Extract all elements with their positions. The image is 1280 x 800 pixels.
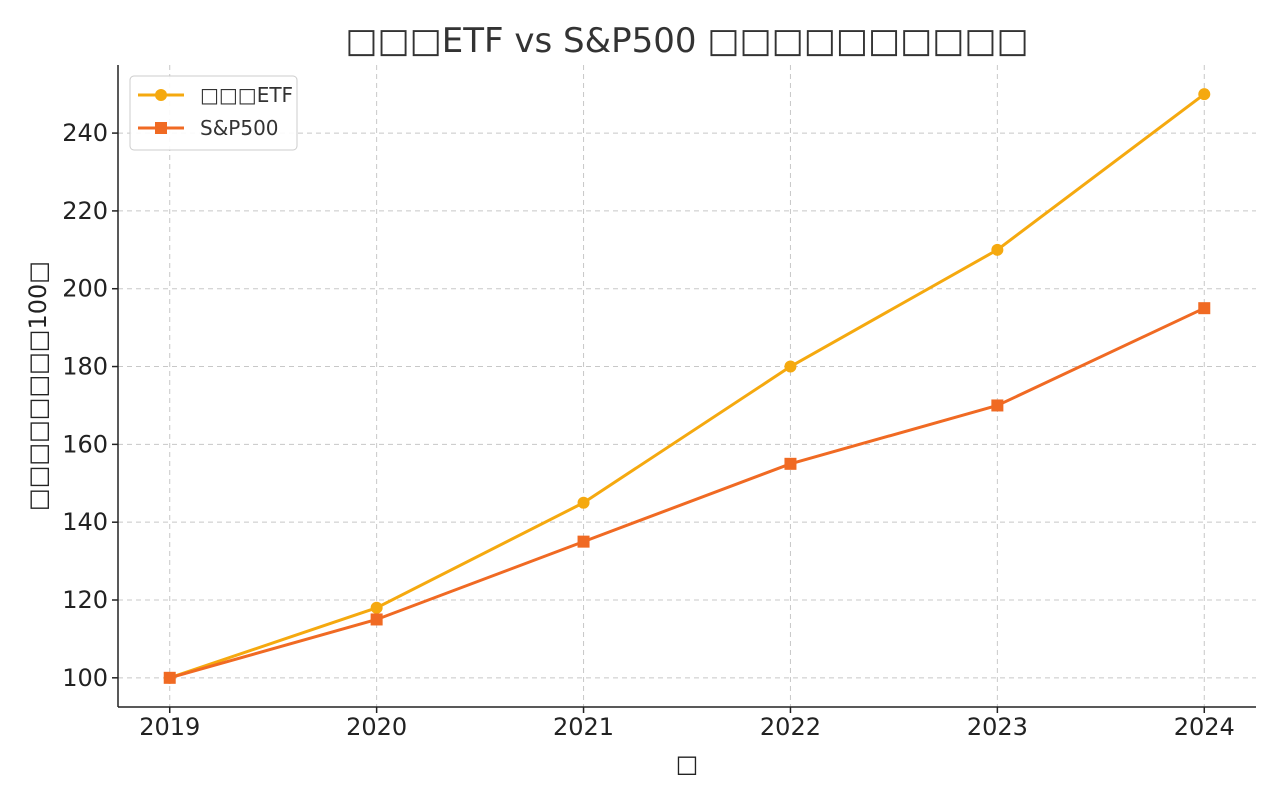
x-tick-label: 2022 bbox=[760, 713, 821, 741]
data-point bbox=[1198, 88, 1211, 101]
series-line-1 bbox=[169, 306, 1205, 680]
series-line-0 bbox=[169, 92, 1206, 680]
y-tick-label: 140 bbox=[62, 508, 108, 536]
y-tick-label: 180 bbox=[62, 353, 108, 381]
y-tick-label: 160 bbox=[62, 430, 108, 458]
x-tick-label: 2019 bbox=[139, 713, 200, 741]
y-tick-label: 120 bbox=[62, 586, 108, 614]
axes bbox=[117, 65, 1256, 708]
series bbox=[163, 88, 1211, 684]
data-point bbox=[370, 601, 383, 614]
y-tick-label: 220 bbox=[62, 197, 108, 225]
data-point bbox=[577, 535, 590, 548]
x-tick-label: 2023 bbox=[967, 713, 1028, 741]
x-tick-label: 2024 bbox=[1174, 713, 1235, 741]
x-axis-label: □ bbox=[676, 750, 699, 778]
legend-item-etf: □□□ETF bbox=[138, 83, 293, 107]
data-point bbox=[991, 243, 1004, 256]
chart-title: □□□ETF vs S&P500 □□□□□□□□□□ bbox=[345, 21, 1028, 61]
data-point bbox=[784, 360, 797, 373]
y-tick-label: 200 bbox=[62, 275, 108, 303]
y-tick-label: 240 bbox=[62, 119, 108, 147]
data-point bbox=[370, 613, 383, 626]
data-point bbox=[577, 496, 590, 509]
grid bbox=[118, 65, 1256, 707]
data-point bbox=[1198, 302, 1211, 315]
x-tick-label: 2021 bbox=[553, 713, 614, 741]
legend: □□□ETF S&P500 bbox=[129, 75, 298, 151]
data-point bbox=[991, 399, 1004, 412]
y-tick-label: 100 bbox=[62, 664, 108, 692]
data-point bbox=[784, 457, 797, 470]
tick-labels: 2019 2020 2021 2022 2023 2024 100 120 140 160 180 2… bbox=[62, 119, 1235, 741]
legend-marker-etf bbox=[155, 89, 167, 101]
legend-label-sp500: S&P500 bbox=[200, 116, 279, 140]
x-tick-label: 2020 bbox=[346, 713, 407, 741]
legend-marker-sp500 bbox=[155, 122, 167, 134]
data-point bbox=[163, 671, 176, 684]
legend-item-sp500: S&P500 bbox=[138, 116, 279, 140]
y-axis-label: □□□□□□□□100□ bbox=[24, 261, 52, 511]
legend-label-etf: □□□ETF bbox=[200, 83, 293, 107]
